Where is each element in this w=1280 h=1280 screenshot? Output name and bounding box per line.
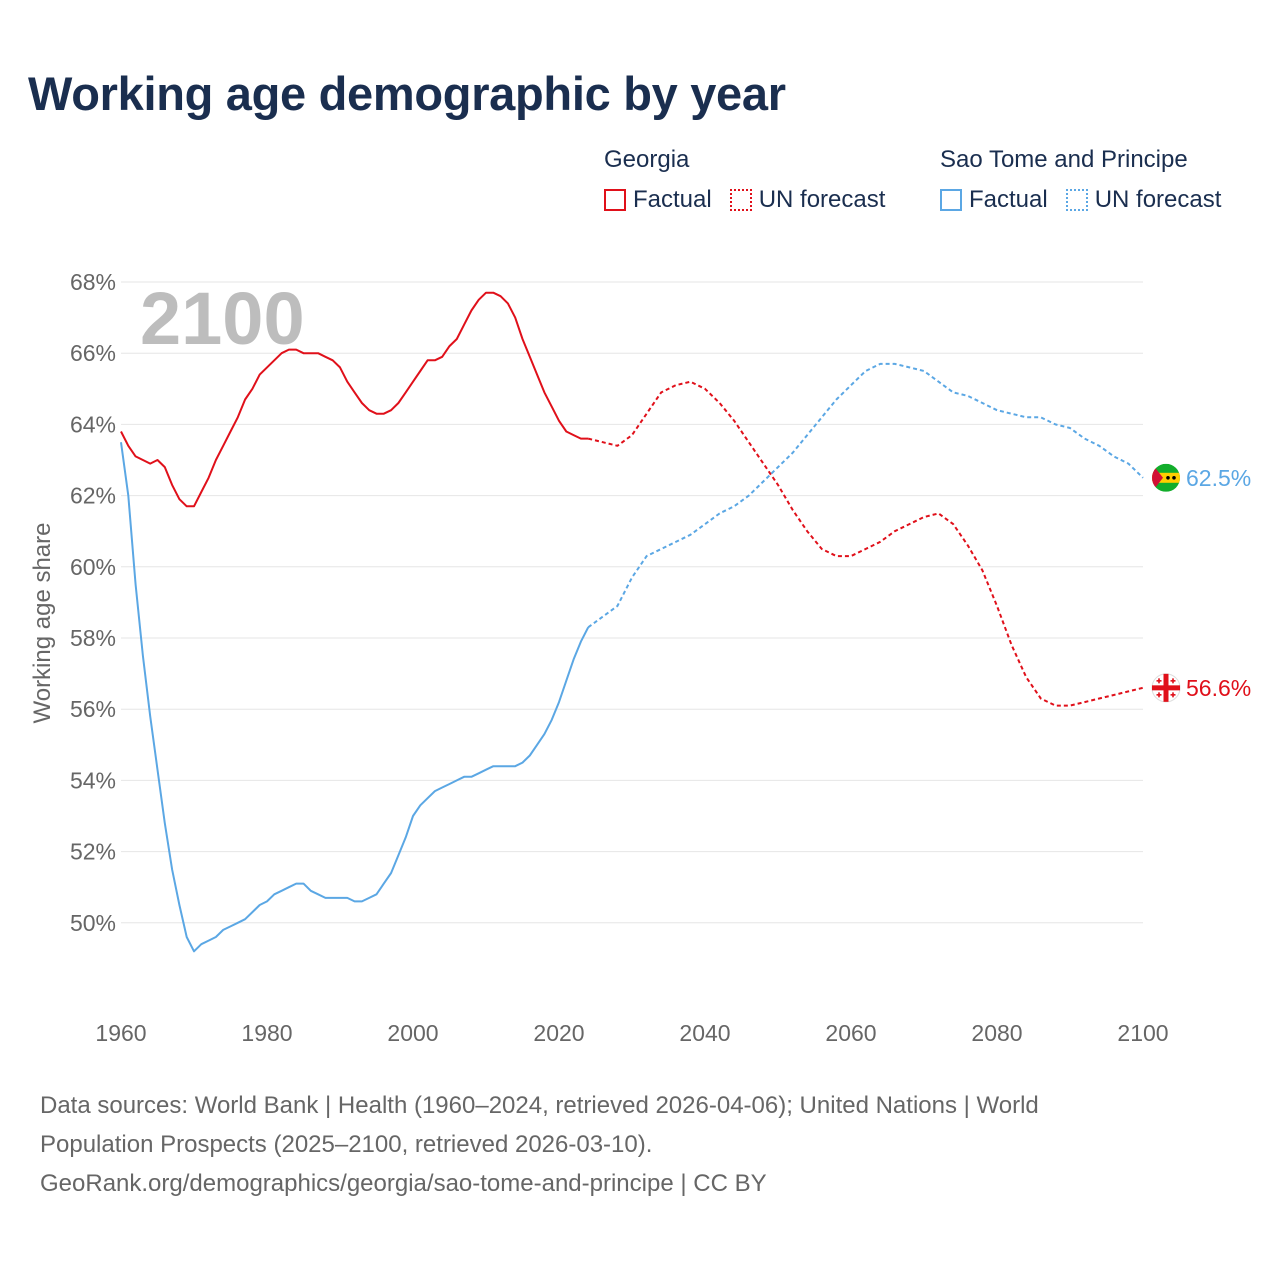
sao-tome-factual-line[interactable] [120,442,590,953]
legend-swatch-dotted [1065,189,1088,211]
x-tick-label: 2040 [679,1020,730,1046]
y-tick-label: 64% [70,411,116,437]
georgia-forecast-line[interactable] [587,380,1144,707]
legend-sao-tome: Sao Tome and Principe Factual UN forecas… [940,146,1239,214]
sao-tome-forecast-line[interactable] [587,362,1144,629]
chart-title: Working age demographic by year [28,67,786,120]
flag-cross-vertical [1163,673,1169,702]
legend-label: UN forecast [1094,186,1222,213]
legend-georgia-name: Georgia [604,146,690,173]
legend-swatch-solid [940,189,962,211]
georgia-factual-line[interactable] [120,291,589,508]
flag-small-cross [1158,692,1160,698]
legend-sao-tome-forecast[interactable]: UN forecast [1065,186,1222,214]
flag-star [1166,476,1170,480]
flag-small-cross [1172,678,1174,684]
flag-yellow [1152,472,1180,483]
x-tick-label: 2100 [1117,1020,1168,1046]
legend-label: UN forecast [758,186,886,213]
y-tick-label: 68% [70,269,116,295]
y-tick-label: 58% [70,625,116,651]
legend-swatch-dotted [729,189,752,211]
x-tick-label: 2060 [825,1020,876,1046]
legend-label: Factual [969,186,1048,213]
year-watermark: 2100 [140,277,305,360]
y-tick-label: 54% [70,767,116,793]
y-tick-label: 52% [70,839,116,865]
georgia-flag-icon [1151,673,1181,703]
data-sources: Data sources: World Bank | Health (1960–… [40,1086,1240,1203]
y-tick-label: 62% [70,483,116,509]
x-tick-label: 1980 [241,1020,292,1046]
sources-line-1: Data sources: World Bank | Health (1960–… [40,1092,1039,1119]
legend-swatch-solid [604,189,626,211]
flag-small-cross [1158,678,1160,684]
y-tick-label: 60% [70,554,116,580]
flag-body [1152,463,1180,492]
legend-georgia: Georgia Factual UN forecast [604,146,903,214]
x-tick-label: 2020 [533,1020,584,1046]
y-tick-label: 56% [70,696,116,722]
flag-red-triangle [1152,463,1163,492]
sao-tome-end-value: 62.5% [1186,465,1251,491]
sources-line-3[interactable]: GeoRank.org/demographics/georgia/sao-tom… [40,1170,767,1197]
y-tick-label: 66% [70,340,116,366]
flag-small-cross [1172,692,1174,698]
y-tick-label: 50% [70,910,116,936]
x-tick-label: 2000 [387,1020,438,1046]
legend-georgia-forecast[interactable]: UN forecast [729,186,886,214]
legend-georgia-factual[interactable]: Factual [604,186,712,214]
sao-tome-flag-icon [1152,463,1180,492]
georgia-end-value: 56.6% [1186,675,1251,701]
sources-line-2: Population Prospects (2025–2100, retriev… [40,1131,653,1158]
y-axis-label: Working age share [29,523,56,724]
x-tick-label: 2080 [971,1020,1022,1046]
x-tick-label: 1960 [95,1020,146,1046]
legend-sao-tome-name: Sao Tome and Principe [940,146,1188,173]
legend-sao-tome-factual[interactable]: Factual [940,186,1048,214]
flag-star [1172,476,1176,480]
legend-label: Factual [633,186,712,213]
